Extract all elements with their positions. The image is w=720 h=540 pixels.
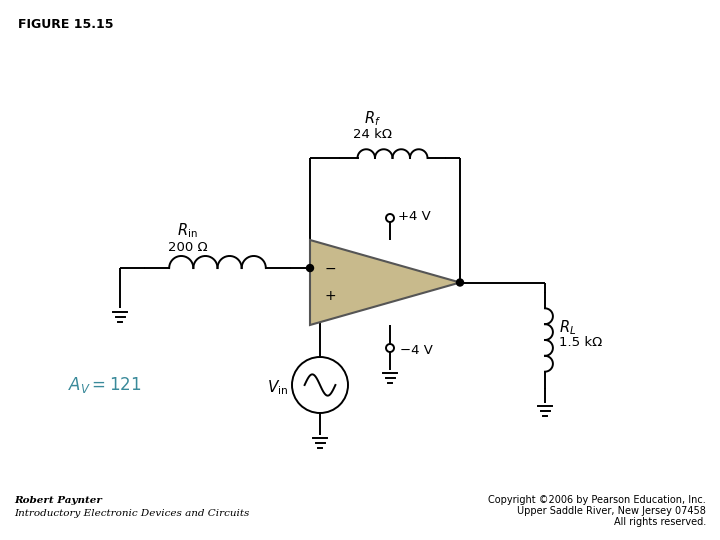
Text: −: − [324, 262, 336, 276]
Polygon shape [310, 240, 460, 325]
Text: 1.5 kΩ: 1.5 kΩ [559, 335, 602, 348]
Text: $R_{\rm in}$: $R_{\rm in}$ [177, 221, 198, 240]
Text: +: + [324, 289, 336, 303]
Circle shape [456, 279, 464, 286]
Text: $V_{\rm in}$: $V_{\rm in}$ [266, 379, 288, 397]
Circle shape [307, 265, 313, 272]
Text: 200 Ω: 200 Ω [168, 241, 207, 254]
Text: 24 kΩ: 24 kΩ [353, 128, 392, 141]
Text: $A_V = 121$: $A_V = 121$ [68, 375, 141, 395]
Text: All rights reserved.: All rights reserved. [613, 517, 706, 527]
Text: $R_f$: $R_f$ [364, 109, 381, 128]
Text: $R_L$: $R_L$ [559, 319, 576, 338]
Text: Upper Saddle River, New Jersey 07458: Upper Saddle River, New Jersey 07458 [517, 506, 706, 516]
Text: +4 V: +4 V [398, 211, 431, 224]
Text: Robert Paynter: Robert Paynter [14, 496, 102, 505]
Text: −4 V: −4 V [400, 345, 433, 357]
Text: Copyright ©2006 by Pearson Education, Inc.: Copyright ©2006 by Pearson Education, In… [488, 495, 706, 505]
Text: Introductory Electronic Devices and Circuits: Introductory Electronic Devices and Circ… [14, 509, 249, 518]
Text: FIGURE 15.15: FIGURE 15.15 [18, 18, 114, 31]
